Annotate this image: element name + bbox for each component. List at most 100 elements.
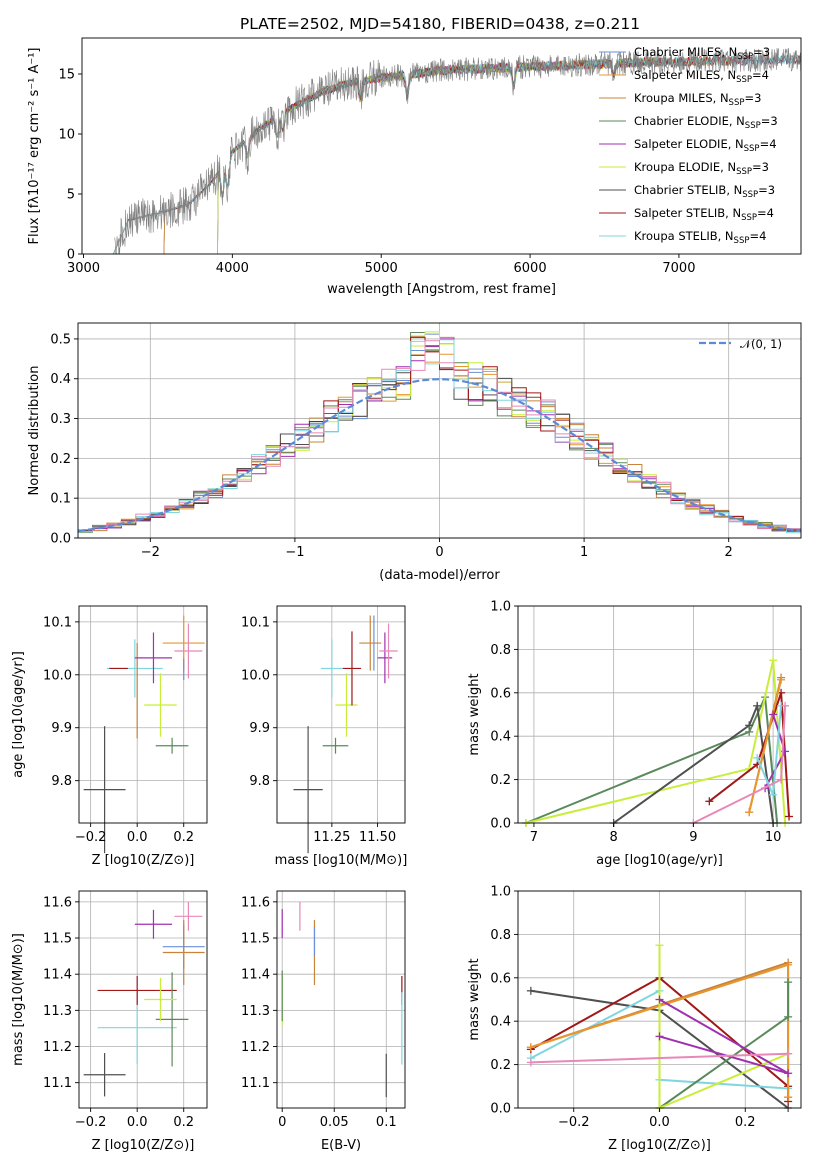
x-tick-label: −0.2 xyxy=(75,1115,107,1130)
y-tick-label: 0.6 xyxy=(490,686,511,701)
y-tick-label: 0.6 xyxy=(490,971,511,986)
y-tick-label: 0.1 xyxy=(50,492,71,507)
y-tick-label: 0.3 xyxy=(50,412,71,427)
ticks-age_vs_mass: 11.25 11.50 9.8 9.9 10.0 10.1 xyxy=(241,605,406,845)
y-tick-label: 0 xyxy=(67,248,75,263)
ticks-weight_vs_Z: −0.2 0.0 0.2 0.0 0.2 0.4 0.6 0.8 1.0 xyxy=(490,885,802,1130)
axes-spectrum xyxy=(112,47,802,255)
y-tick-label: 0.8 xyxy=(490,643,511,658)
mass-weight-marker xyxy=(781,701,790,710)
ticks-mass_vs_ebv: 0 0.05 0.1 11.1 11.2 11.3 11.4 11.5 11.6 xyxy=(241,890,406,1130)
y-tick-label: 11.2 xyxy=(43,1040,72,1055)
x-tick-label: 0.2 xyxy=(173,1115,194,1130)
x-tick-label: 10 xyxy=(765,830,782,845)
y-tick-label: 11.1 xyxy=(43,1076,72,1091)
y-tick-label: 0.0 xyxy=(490,1102,511,1117)
x-tick-label: 0.2 xyxy=(173,830,194,845)
y-axis-label: Flux [fλ10⁻¹⁷ erg cm⁻² s⁻¹ A⁻¹] xyxy=(27,48,42,245)
axes-weight_vs_age xyxy=(518,605,801,827)
errorbar-point xyxy=(174,901,203,931)
histogram-kroupa-elodie xyxy=(78,331,801,533)
x-tick-label: 8 xyxy=(610,830,618,845)
axes-residuals xyxy=(77,323,802,539)
y-axis-label: mass weight xyxy=(467,673,482,755)
x-tick-label: 7 xyxy=(530,830,538,845)
errorbar-point xyxy=(155,737,189,754)
x-tick-label: 3000 xyxy=(67,261,100,276)
legend-label: Chabrier STELIB, NSSP=3 xyxy=(634,183,775,200)
mass-weight-marker xyxy=(655,995,664,1004)
y-tick-label: 0.2 xyxy=(490,773,511,788)
y-tick-label: 11.4 xyxy=(43,968,72,983)
mass-weight-marker xyxy=(526,986,535,995)
y-tick-label: 10.1 xyxy=(241,615,270,630)
x-tick-label: 0.05 xyxy=(320,1115,349,1130)
plot-frame xyxy=(276,890,406,1109)
ticks-mass_vs_Z: −0.2 0.0 0.2 11.1 11.2 11.3 11.4 11.5 11.6 xyxy=(43,890,208,1130)
errorbar-point xyxy=(293,726,323,854)
legend-label: Chabrier MILES, NSSP=3 xyxy=(634,45,770,62)
y-axis-label: age [log10(age/yr)] xyxy=(11,651,26,778)
y-tick-label: 0.2 xyxy=(490,1058,511,1073)
y-tick-label: 11.5 xyxy=(241,932,270,947)
mass-weight-marker xyxy=(769,656,778,665)
errorbar-point xyxy=(144,673,177,737)
y-tick-label: 9.8 xyxy=(249,774,270,789)
legend-label: 𝒩(0, 1) xyxy=(740,337,782,351)
x-tick-label: 11.25 xyxy=(313,830,350,845)
plot-frame xyxy=(78,605,208,824)
errorbar-point xyxy=(134,632,173,684)
errorbar-point xyxy=(144,977,177,1022)
legend-label: Kroupa MILES, NSSP=3 xyxy=(634,91,761,108)
mass-weight-marker xyxy=(777,675,786,684)
x-tick-label: 11.50 xyxy=(359,830,396,845)
errorbar-point xyxy=(83,726,126,854)
x-tick-label: 2 xyxy=(725,545,733,560)
x-axis-label: (data-model)/error xyxy=(379,568,500,583)
legend-label: Salpeter MILES, NSSP=4 xyxy=(634,68,769,85)
legend-label: Salpeter STELIB, NSSP=4 xyxy=(634,206,774,223)
x-tick-label: 0.0 xyxy=(127,830,148,845)
x-tick-label: 0 xyxy=(435,545,443,560)
errorbar-point xyxy=(359,615,382,671)
y-tick-label: 1.0 xyxy=(490,600,511,615)
axes-age_vs_mass xyxy=(277,606,405,854)
mass-weight-marker xyxy=(785,812,794,821)
x-tick-label: 0.1 xyxy=(376,1115,397,1130)
x-axis-label: Z [log10(Z/Z⊙)] xyxy=(608,1138,711,1153)
y-tick-label: 0.4 xyxy=(490,1015,511,1030)
errorbar-point xyxy=(322,737,349,754)
y-tick-label: 11.3 xyxy=(241,1004,270,1019)
x-tick-label: 1 xyxy=(580,545,588,560)
spectrum-model-line xyxy=(217,57,650,255)
mass-weight-marker xyxy=(745,721,754,730)
axes-weight_vs_Z xyxy=(518,890,801,1112)
mass-weight-marker xyxy=(784,1069,793,1078)
x-tick-label: 7000 xyxy=(662,261,695,276)
y-tick-label: 11.2 xyxy=(241,1040,270,1055)
y-tick-label: 0.4 xyxy=(50,372,71,387)
errorbar-point xyxy=(342,631,362,706)
plot-frame xyxy=(78,890,208,1109)
mass-weight-marker xyxy=(655,941,664,950)
normal-reference-curve xyxy=(77,378,802,533)
y-tick-label: 11.6 xyxy=(241,895,270,910)
mass-weight-marker xyxy=(526,1043,535,1052)
x-tick-label: 0.0 xyxy=(649,1115,670,1130)
y-axis-label: Normed distribution xyxy=(27,366,42,496)
mass-weight-line xyxy=(530,1052,789,1064)
mass-weight-marker xyxy=(784,978,793,987)
mass-weight-line xyxy=(613,701,775,824)
axes-mass_vs_ebv xyxy=(277,891,405,1108)
y-tick-label: 11.3 xyxy=(43,1004,72,1019)
mass-weight-marker xyxy=(769,710,778,719)
ticks-spectrum: 3000 4000 5000 6000 7000 0 5 10 15 xyxy=(58,37,802,276)
y-tick-label: 11.5 xyxy=(43,932,72,947)
mass-weight-marker xyxy=(655,1032,664,1041)
errorbar-point xyxy=(155,972,189,1067)
mass-weight-marker xyxy=(784,960,793,969)
y-tick-label: 11.1 xyxy=(241,1076,270,1091)
y-axis-label: mass weight xyxy=(467,958,482,1040)
mass-weight-line xyxy=(748,679,783,813)
